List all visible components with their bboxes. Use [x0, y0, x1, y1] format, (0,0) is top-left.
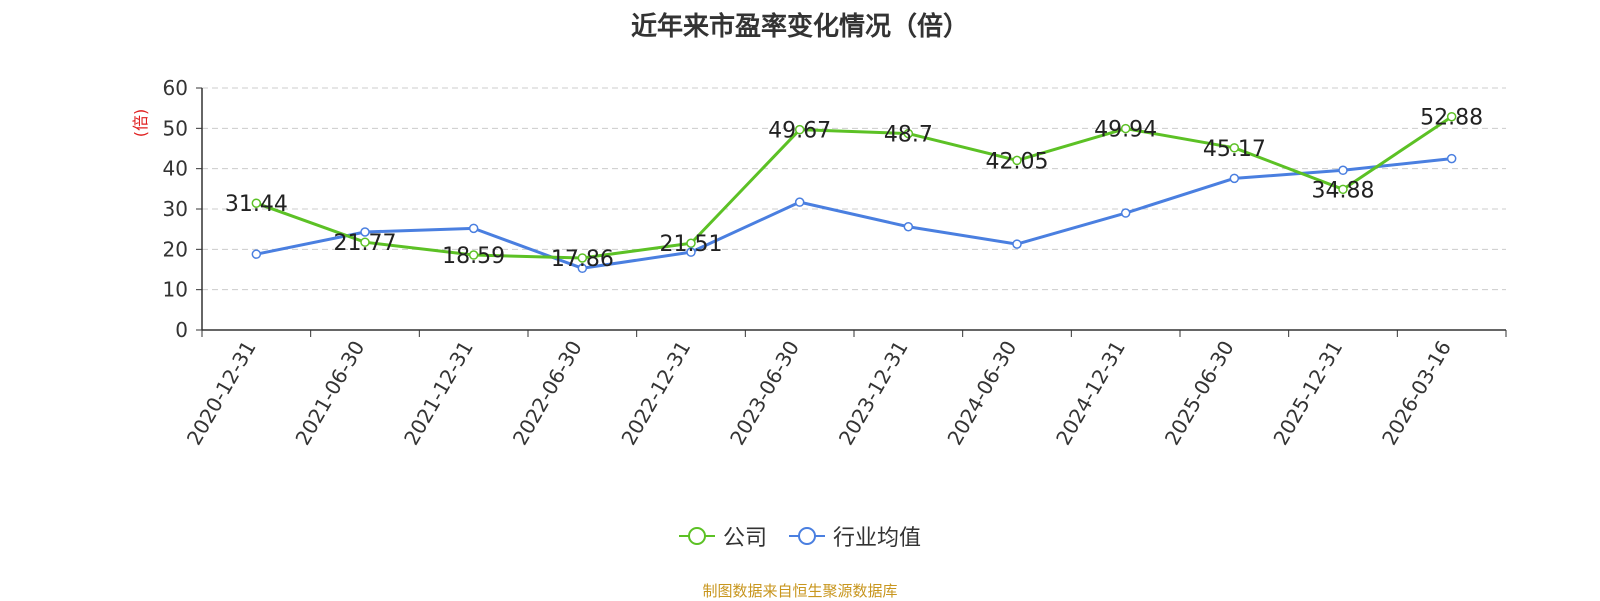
- series-line: [255, 115, 1453, 260]
- data-label: 52.88: [1420, 106, 1483, 131]
- y-tick-label: 30: [163, 197, 188, 221]
- data-point: [686, 247, 696, 257]
- data-point: [1229, 143, 1240, 153]
- x-tick-label: 2025-06-30: [1160, 337, 1239, 450]
- legend-item-company[interactable]: 公司: [678, 520, 767, 552]
- data-label: 17.86: [551, 247, 614, 272]
- y-tick-label: 0: [175, 318, 188, 342]
- y-tick-label: 60: [163, 76, 188, 100]
- data-point: [468, 223, 479, 234]
- data-point: [794, 124, 805, 135]
- data-source-note: 制图数据来自恒生聚源数据库: [702, 582, 898, 600]
- y-tick-label: 20: [163, 237, 188, 261]
- x-tick-label: 2024-12-31: [1051, 337, 1130, 450]
- data-label: 34.88: [1312, 178, 1375, 203]
- data-point: [360, 227, 370, 237]
- data-point: [1012, 239, 1022, 249]
- data-label: 49.94: [1094, 118, 1157, 143]
- data-point: [903, 128, 914, 139]
- legend-item-industry-average[interactable]: 行业均值: [789, 520, 921, 552]
- x-tick-label: 2021-06-30: [290, 337, 369, 450]
- y-tick-label: 50: [163, 116, 188, 140]
- x-tick-label: 2020-12-31: [182, 337, 261, 450]
- data-point: [577, 263, 588, 274]
- series-line: [256, 157, 1452, 270]
- x-tick-label: 2026-03-16: [1377, 337, 1456, 450]
- data-point: [1338, 184, 1348, 195]
- data-point: [251, 198, 262, 208]
- legend-label: 行业均值: [833, 526, 922, 551]
- x-tick-label: 2023-06-30: [725, 337, 804, 450]
- data-point: [1446, 111, 1457, 122]
- y-tick-label: 40: [163, 157, 188, 181]
- legend-line-marker-icon: [789, 527, 825, 545]
- data-point: [1446, 153, 1457, 164]
- x-tick-label: 2022-12-31: [616, 337, 695, 450]
- data-label: 18.59: [442, 244, 505, 269]
- data-point: [468, 250, 479, 260]
- data-label: 21.51: [660, 232, 723, 257]
- legend: 公司 行业均值: [0, 520, 1600, 552]
- data-point: [903, 221, 914, 232]
- legend-label: 公司: [722, 526, 767, 551]
- data-point: [1338, 165, 1348, 176]
- data-point: [686, 238, 696, 248]
- x-tick-label: 2023-12-31: [834, 336, 913, 449]
- x-tick-label: 2024-06-30: [942, 337, 1021, 450]
- y-tick-label: 10: [163, 278, 188, 302]
- data-point: [1120, 208, 1131, 218]
- data-point: [360, 237, 370, 247]
- data-point: [794, 197, 805, 207]
- x-tick-label: 2021-12-31: [399, 336, 478, 449]
- data-label: 42.05: [986, 149, 1049, 174]
- data-label: 45.17: [1203, 137, 1266, 162]
- data-point: [577, 253, 588, 263]
- x-tick-label: 2022-06-30: [508, 337, 587, 450]
- data-label: 48.7: [884, 123, 933, 148]
- chart-title: 近年来市盈率变化情况（倍）: [630, 12, 969, 42]
- y-axis-label: (倍): [131, 109, 150, 138]
- legend-line-marker-icon: [678, 527, 715, 545]
- data-point: [1012, 155, 1022, 166]
- data-label: 31.44: [225, 192, 288, 217]
- data-point: [1229, 173, 1240, 184]
- data-point: [251, 249, 262, 259]
- data-label: 21.77: [334, 231, 397, 256]
- x-tick-label: 2025-12-31: [1268, 337, 1347, 450]
- data-point: [1120, 123, 1131, 134]
- data-label: 49.67: [768, 119, 831, 144]
